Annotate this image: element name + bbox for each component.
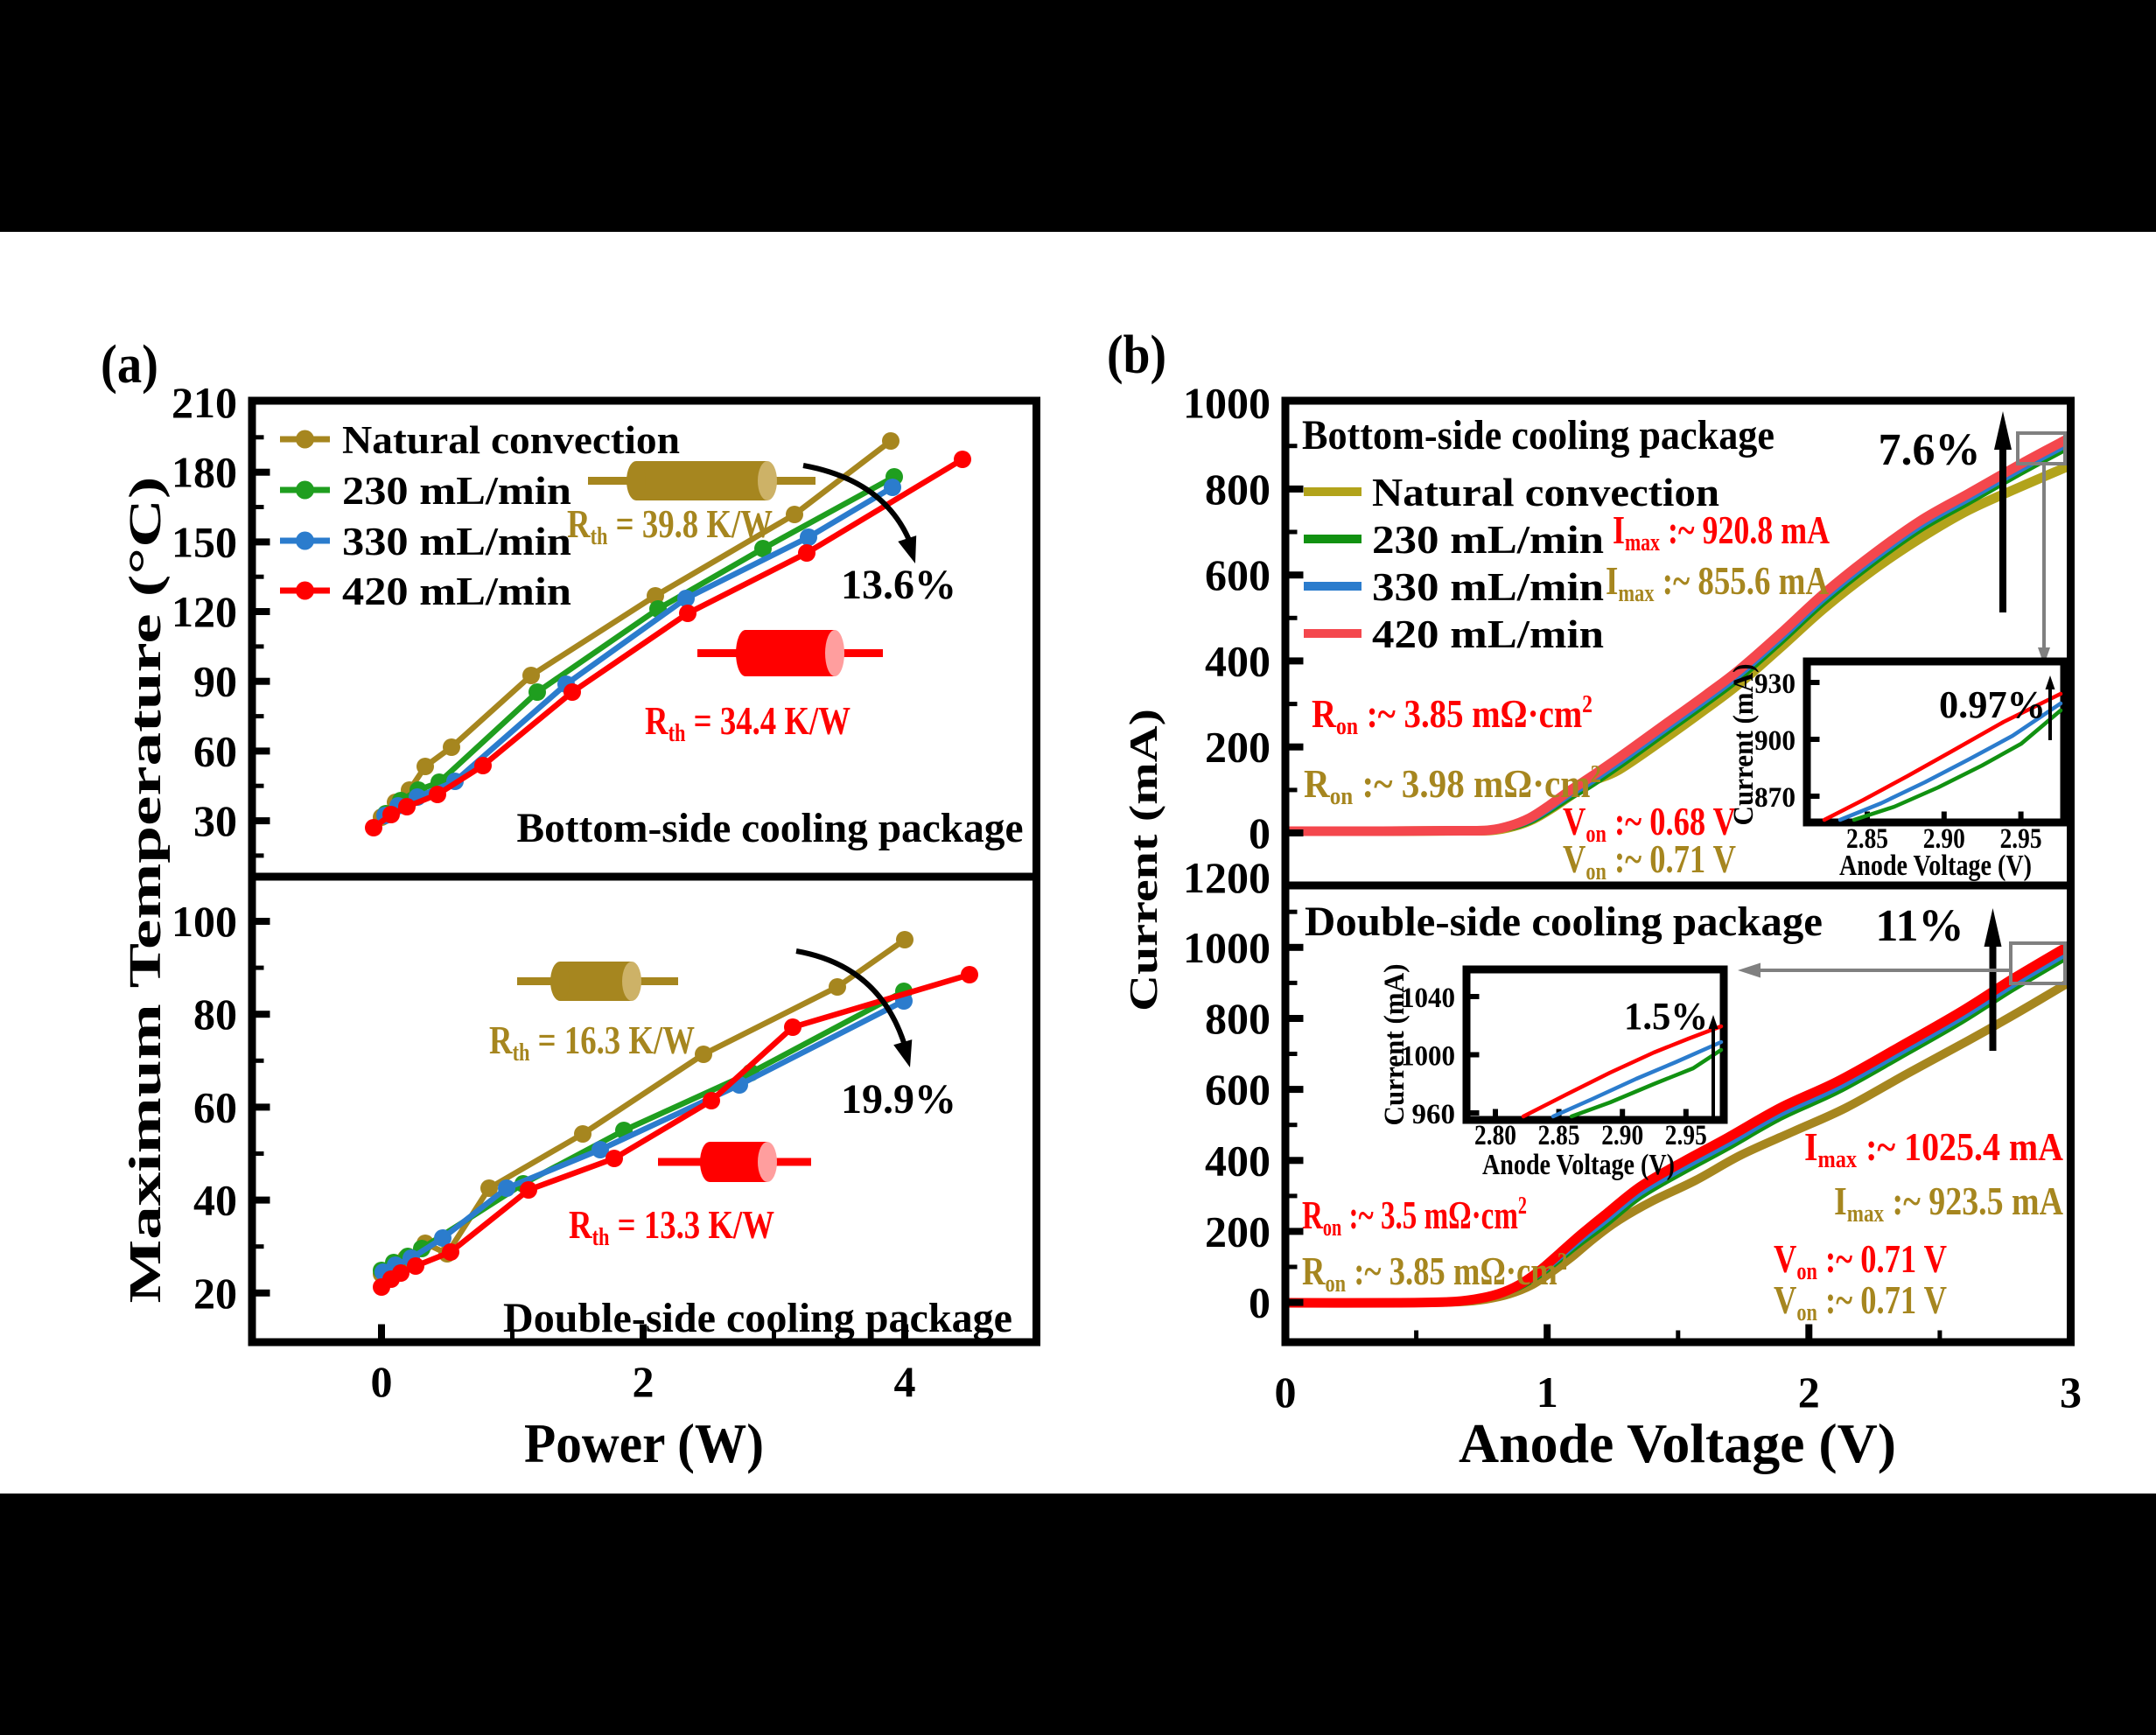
svg-text:400: 400 [1205, 636, 1270, 685]
svg-text:930: 930 [1754, 668, 1796, 700]
svg-text:2.85: 2.85 [1538, 1120, 1580, 1151]
svg-text:1200: 1200 [1183, 853, 1270, 902]
svg-text:1000: 1000 [1183, 379, 1270, 428]
svg-text:7.6%: 7.6% [1879, 425, 1981, 475]
svg-text:120: 120 [172, 587, 237, 636]
svg-text:(a): (a) [101, 335, 158, 395]
svg-text:2: 2 [633, 1357, 654, 1406]
svg-text:4: 4 [894, 1357, 916, 1406]
svg-text:210: 210 [172, 378, 237, 427]
svg-text:Anode Voltage (V): Anode Voltage (V) [1459, 1412, 1896, 1474]
svg-text:Anode Voltage (V): Anode Voltage (V) [1839, 850, 2032, 882]
svg-text:80: 80 [193, 990, 237, 1039]
svg-text:90: 90 [193, 657, 237, 706]
svg-text:800: 800 [1205, 994, 1270, 1043]
svg-text:Ron​ :~ 3.85 mΩ·cm2​: Ron​ :~ 3.85 mΩ·cm2​ [1302, 1249, 1567, 1298]
svg-text:2: 2 [1798, 1368, 1820, 1417]
svg-text:Ron​ :~ 3.5 mΩ·cm2​: Ron​ :~ 3.5 mΩ·cm2​ [1302, 1193, 1527, 1242]
svg-text:1.5%: 1.5% [1624, 995, 1708, 1038]
svg-text:60: 60 [193, 726, 237, 775]
svg-text:Current (mA): Current (mA) [1379, 964, 1410, 1126]
svg-text:Von​ :~ 0.71 V: Von​ :~ 0.71 V [1774, 1236, 1947, 1285]
svg-text:Current (mA): Current (mA) [1121, 709, 1166, 1011]
svg-text:1: 1 [1536, 1368, 1558, 1417]
svg-text:Power (W): Power (W) [524, 1412, 764, 1474]
svg-text:Imax​ :~ 855.6 mA: Imax​ :~ 855.6 mA [1606, 558, 1829, 607]
svg-text:150: 150 [172, 517, 237, 566]
svg-text:0: 0 [1275, 1368, 1297, 1417]
svg-text:420 mL/min: 420 mL/min [1372, 612, 1604, 656]
svg-text:13.6%: 13.6% [841, 562, 956, 608]
svg-text:1000: 1000 [1183, 923, 1270, 972]
svg-text:Anode Voltage (V): Anode Voltage (V) [1482, 1149, 1675, 1181]
svg-text:Maximum Temperature (°C): Maximum Temperature (°C) [121, 477, 171, 1304]
svg-text:330 mL/min: 330 mL/min [342, 520, 571, 563]
svg-text:200: 200 [1205, 723, 1270, 772]
svg-text:Rth​ = 13.3 K/W: Rth​ = 13.3 K/W [569, 1202, 774, 1251]
svg-text:Current (mA): Current (mA) [1728, 664, 1760, 826]
svg-text:2.90: 2.90 [1923, 823, 1965, 855]
svg-text:Von​ :~ 0.71 V: Von​ :~ 0.71 V [1563, 836, 1736, 885]
svg-text:Rth​ = 16.3 K/W: Rth​ = 16.3 K/W [489, 1018, 695, 1067]
svg-text:20: 20 [193, 1269, 237, 1318]
svg-text:Imax​ :~ 923.5 mA: Imax​ :~ 923.5 mA [1834, 1179, 2063, 1228]
svg-text:2.95: 2.95 [2000, 823, 2042, 855]
svg-text:330 mL/min: 330 mL/min [1372, 564, 1604, 609]
svg-text:800: 800 [1205, 465, 1270, 514]
svg-text:2.85: 2.85 [1846, 823, 1888, 855]
svg-text:600: 600 [1205, 550, 1270, 599]
svg-text:0.97%: 0.97% [1939, 683, 2046, 726]
svg-text:100: 100 [172, 897, 237, 946]
svg-text:2.90: 2.90 [1601, 1120, 1643, 1151]
svg-text:0: 0 [1249, 1278, 1270, 1327]
svg-text:420 mL/min: 420 mL/min [342, 570, 571, 613]
svg-text:Rth​ = 34.4 K/W: Rth​ = 34.4 K/W [645, 698, 850, 747]
svg-text:180: 180 [172, 448, 237, 497]
svg-text:Imax​ :~ 1025.4 mA: Imax​ :~ 1025.4 mA [1804, 1124, 2063, 1173]
svg-text:Von​ :~ 0.71 V: Von​ :~ 0.71 V [1774, 1277, 1947, 1326]
svg-text:Ron​ :~ 3.98 mΩ·cm2​: Ron​ :~ 3.98 mΩ·cm2​ [1304, 761, 1601, 810]
svg-text:60: 60 [193, 1082, 237, 1131]
svg-text:(b): (b) [1107, 325, 1166, 385]
svg-text:200: 200 [1205, 1207, 1270, 1256]
svg-text:30: 30 [193, 796, 237, 845]
svg-text:3: 3 [2060, 1368, 2082, 1417]
svg-text:1000: 1000 [1401, 1041, 1455, 1073]
svg-text:Natural convection: Natural convection [342, 418, 680, 462]
svg-text:Imax​ :~ 920.8 mA: Imax​ :~ 920.8 mA [1613, 507, 1830, 556]
svg-text:Double-side cooling package: Double-side cooling package [503, 1295, 1012, 1341]
svg-text:400: 400 [1205, 1136, 1270, 1185]
svg-text:Double-side cooling package: Double-side cooling package [1305, 899, 1823, 945]
svg-text:Bottom-side cooling package: Bottom-side cooling package [517, 805, 1024, 851]
svg-text:2.80: 2.80 [1474, 1120, 1516, 1151]
svg-text:230 mL/min: 230 mL/min [1372, 517, 1604, 562]
svg-text:0: 0 [371, 1357, 393, 1406]
svg-text:40: 40 [193, 1176, 237, 1225]
svg-text:1040: 1040 [1401, 983, 1455, 1014]
svg-text:Ron​ :~ 3.85 mΩ·cm2​: Ron​ :~ 3.85 mΩ·cm2​ [1312, 691, 1592, 740]
svg-text:870: 870 [1754, 782, 1796, 814]
svg-text:Rth​ = 39.8 K/W: Rth​ = 39.8 K/W [567, 501, 773, 550]
svg-text:960: 960 [1412, 1099, 1456, 1130]
svg-text:Von​ :~ 0.68 V: Von​ :~ 0.68 V [1563, 799, 1736, 848]
svg-text:230 mL/min: 230 mL/min [342, 469, 571, 513]
svg-text:0: 0 [1249, 808, 1270, 857]
svg-text:600: 600 [1205, 1065, 1270, 1114]
svg-text:Natural convection: Natural convection [1372, 470, 1719, 514]
svg-text:19.9%: 19.9% [841, 1076, 956, 1123]
svg-text:11%: 11% [1875, 901, 1964, 951]
svg-text:2.95: 2.95 [1665, 1120, 1707, 1151]
svg-text:900: 900 [1754, 725, 1796, 757]
svg-text:Bottom-side cooling package: Bottom-side cooling package [1302, 412, 1774, 458]
